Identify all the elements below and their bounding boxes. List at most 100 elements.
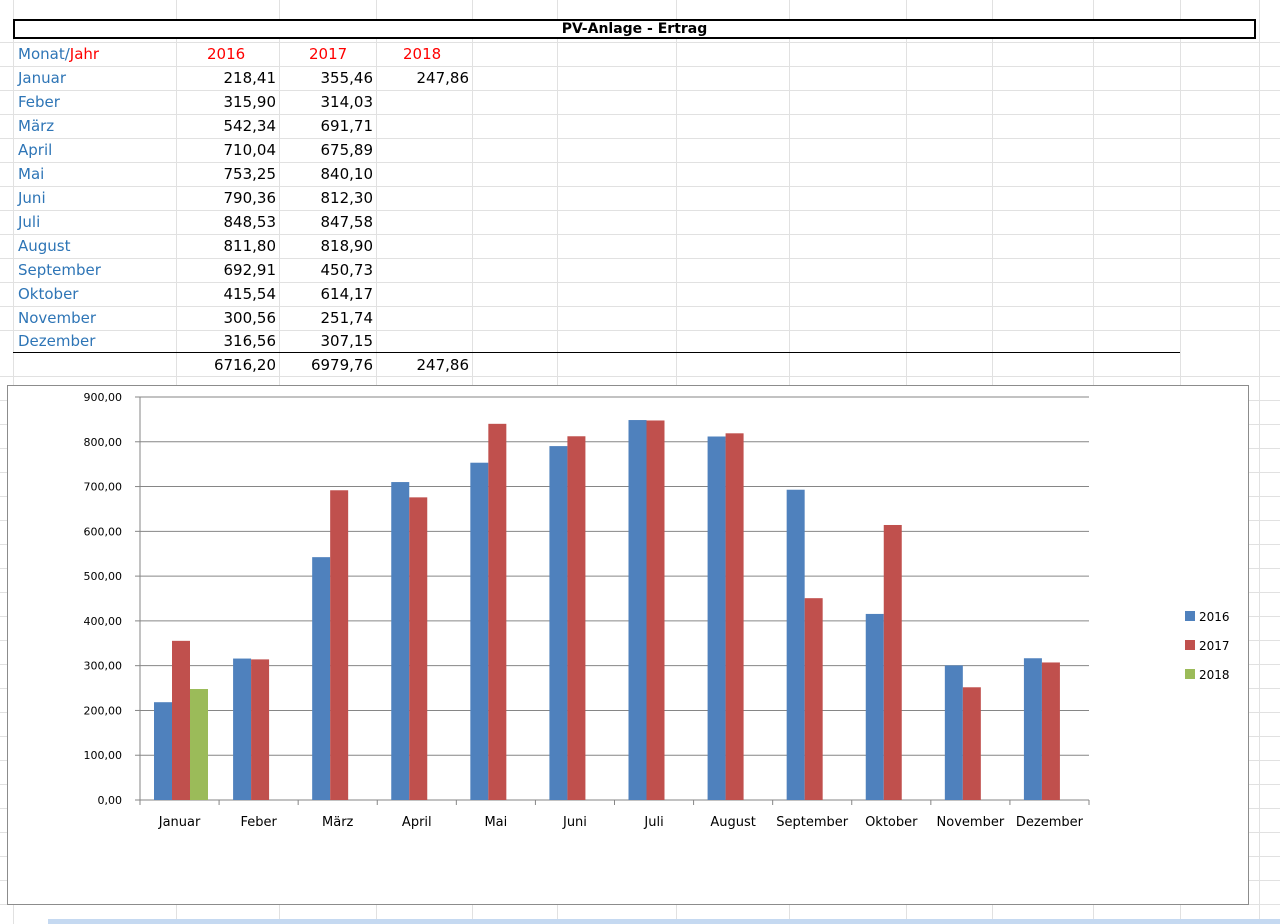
legend-label-2018: 2018 bbox=[1199, 668, 1230, 682]
value-cell-2016[interactable]: 811,80 bbox=[223, 237, 277, 255]
y-tick-label: 0,00 bbox=[98, 794, 123, 807]
bar-2018 bbox=[190, 689, 208, 800]
value-cell-2017[interactable]: 307,15 bbox=[320, 332, 374, 350]
month-cell[interactable]: Mai bbox=[18, 165, 45, 183]
value-cell-2017[interactable]: 314,03 bbox=[320, 93, 374, 111]
value-cell-2016[interactable]: 316,56 bbox=[223, 332, 277, 350]
gridline-row bbox=[0, 162, 1280, 163]
y-tick-label: 900,00 bbox=[84, 391, 123, 404]
total-cell-2017[interactable]: 6979,76 bbox=[310, 356, 373, 374]
x-category-label: August bbox=[710, 815, 756, 830]
y-tick-label: 600,00 bbox=[84, 525, 123, 538]
y-tick-label: 300,00 bbox=[84, 660, 123, 673]
gridline-row bbox=[0, 66, 1280, 67]
gridline-row bbox=[0, 114, 1280, 115]
month-cell[interactable]: August bbox=[18, 237, 71, 255]
total-border bbox=[13, 352, 1180, 353]
total-cell-2018[interactable]: 247,86 bbox=[416, 356, 470, 374]
header-year-2017[interactable]: 2017 bbox=[309, 45, 348, 63]
x-category-label: Juli bbox=[643, 815, 663, 830]
month-cell[interactable]: September bbox=[18, 261, 101, 279]
bar-2017 bbox=[172, 640, 190, 800]
value-cell-2016[interactable]: 848,53 bbox=[223, 213, 277, 231]
value-cell-2017[interactable]: 840,10 bbox=[320, 165, 374, 183]
value-cell-2016[interactable]: 710,04 bbox=[223, 141, 277, 159]
bar-chart: 0,00 100,00 200,00 300,00 400,00 500,00 600,00… bbox=[84, 391, 1230, 830]
value-cell-2017[interactable]: 691,71 bbox=[320, 117, 374, 135]
header-jahr: Jahr bbox=[69, 45, 100, 63]
value-cell-2016[interactable]: 415,54 bbox=[223, 285, 277, 303]
value-cell-2016[interactable]: 300,56 bbox=[223, 309, 277, 327]
value-cell-2017[interactable]: 847,58 bbox=[320, 213, 374, 231]
value-cell-2017[interactable]: 355,46 bbox=[320, 69, 374, 87]
value-cell-2017[interactable]: 818,90 bbox=[320, 237, 374, 255]
value-cell-2016[interactable]: 753,25 bbox=[223, 165, 277, 183]
month-cell[interactable]: Juni bbox=[18, 189, 46, 207]
value-cell-2016[interactable]: 692,91 bbox=[223, 261, 277, 279]
bar-2016 bbox=[549, 446, 568, 800]
month-cell[interactable]: November bbox=[18, 309, 97, 327]
month-cell[interactable]: Oktober bbox=[18, 285, 79, 303]
gridline-row bbox=[0, 42, 1280, 43]
x-category-label: Januar bbox=[158, 815, 201, 830]
gridline-col bbox=[1259, 0, 1260, 924]
bar-2016 bbox=[154, 702, 172, 800]
value-cell-2017[interactable]: 614,17 bbox=[320, 285, 374, 303]
legend-swatch-2018 bbox=[1185, 669, 1195, 679]
bar-2016 bbox=[391, 482, 410, 800]
value-cell-2017[interactable]: 675,89 bbox=[320, 141, 374, 159]
gridline-row bbox=[0, 330, 1280, 331]
month-cell[interactable]: Juli bbox=[18, 213, 41, 231]
total-cell-2016[interactable]: 6716,20 bbox=[213, 356, 276, 374]
y-tick-label: 800,00 bbox=[84, 436, 123, 449]
gridline-row bbox=[0, 282, 1280, 283]
bar-2016 bbox=[628, 420, 647, 800]
value-cell-2017[interactable]: 450,73 bbox=[320, 261, 374, 279]
bar-2016 bbox=[944, 665, 963, 800]
header-year-2018[interactable]: 2018 bbox=[403, 45, 442, 63]
value-cell-2016[interactable]: 315,90 bbox=[223, 93, 277, 111]
bar-2017 bbox=[488, 423, 507, 800]
sheet-tab-strip bbox=[48, 919, 1280, 924]
header-year-2016[interactable]: 2016 bbox=[207, 45, 246, 63]
y-tick-label: 500,00 bbox=[84, 570, 123, 583]
value-cell-2017[interactable]: 251,74 bbox=[320, 309, 374, 327]
x-category-label: März bbox=[322, 815, 354, 830]
y-tick-label: 700,00 bbox=[84, 481, 123, 494]
month-cell[interactable]: März bbox=[18, 117, 55, 135]
x-category-label: April bbox=[402, 815, 432, 830]
x-category-label: Juni bbox=[562, 815, 587, 830]
header-monat-jahr[interactable]: Monat/Jahr bbox=[18, 43, 99, 66]
header-separator: / bbox=[64, 45, 70, 63]
bar-2017 bbox=[251, 659, 270, 800]
gridline-row bbox=[0, 186, 1280, 187]
header-monat: Monat bbox=[18, 45, 65, 63]
legend-swatch-2016 bbox=[1185, 611, 1195, 621]
legend-label-2016: 2016 bbox=[1199, 610, 1230, 624]
value-cell-2016[interactable]: 790,36 bbox=[223, 189, 277, 207]
gridline-row bbox=[0, 306, 1280, 307]
gridline-row bbox=[0, 210, 1280, 211]
value-cell-2018[interactable]: 247,86 bbox=[416, 69, 470, 87]
x-category-label: Dezember bbox=[1016, 815, 1084, 830]
gridline-row bbox=[0, 138, 1280, 139]
sheet-title[interactable]: PV-Anlage - Ertrag bbox=[13, 19, 1256, 39]
gridline-row bbox=[0, 90, 1280, 91]
month-cell[interactable]: Dezember bbox=[18, 332, 96, 350]
x-category-label: September bbox=[776, 815, 849, 830]
chart-area[interactable]: 0,00 100,00 200,00 300,00 400,00 500,00 600,00… bbox=[7, 385, 1249, 905]
month-cell[interactable]: April bbox=[18, 141, 53, 159]
bar-2016 bbox=[1023, 658, 1042, 800]
month-cell[interactable]: Januar bbox=[18, 69, 66, 87]
legend-swatch-2017 bbox=[1185, 640, 1195, 650]
y-tick-label: 200,00 bbox=[84, 704, 123, 717]
month-cell[interactable]: Feber bbox=[18, 93, 60, 111]
bar-2016 bbox=[470, 462, 489, 800]
bar-2017 bbox=[725, 433, 744, 800]
value-cell-2017[interactable]: 812,30 bbox=[320, 189, 374, 207]
value-cell-2016[interactable]: 542,34 bbox=[223, 117, 277, 135]
gridline-row bbox=[0, 234, 1280, 235]
bar-2017 bbox=[330, 490, 349, 800]
x-category-label: Feber bbox=[240, 815, 277, 830]
value-cell-2016[interactable]: 218,41 bbox=[223, 69, 277, 87]
